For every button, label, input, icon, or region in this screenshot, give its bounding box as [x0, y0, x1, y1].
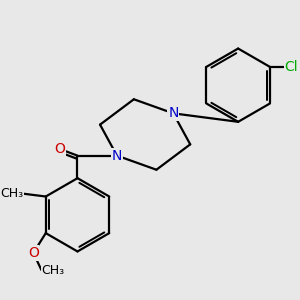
- Text: O: O: [28, 246, 39, 260]
- Text: N: N: [112, 148, 122, 163]
- Text: CH₃: CH₃: [41, 264, 65, 278]
- Text: Cl: Cl: [284, 60, 298, 74]
- Text: O: O: [54, 142, 65, 156]
- Text: CH₃: CH₃: [0, 187, 23, 200]
- Text: N: N: [168, 106, 178, 120]
